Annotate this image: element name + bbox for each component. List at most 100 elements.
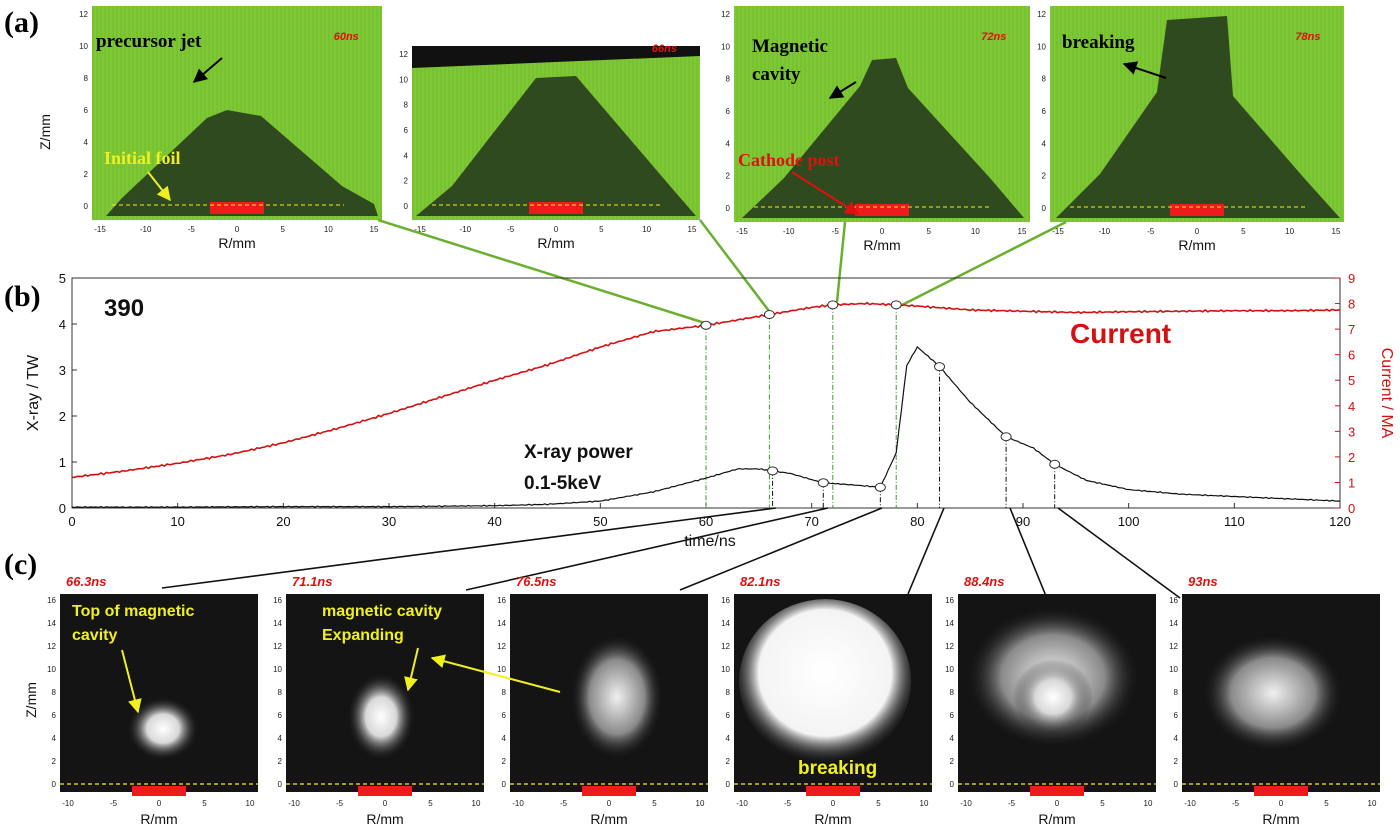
annotation-breaking-c: breaking	[798, 758, 877, 779]
cathode-post-marker	[806, 786, 860, 796]
r-tick-label: 0	[383, 799, 388, 808]
annotation-cavity: cavity	[752, 64, 801, 85]
cathode-post-marker	[529, 202, 583, 214]
z-tick-label: 16	[273, 596, 282, 605]
x-tick-label: 50	[593, 514, 607, 529]
x-tick-label: 10	[170, 514, 184, 529]
current-marker	[890, 300, 902, 310]
left-tick-label: 0	[59, 501, 66, 516]
frame-time-label: 88.4ns	[964, 574, 1004, 589]
left-tick-label: 3	[59, 363, 66, 378]
xray-emission	[570, 634, 663, 759]
right-tick-label: 3	[1348, 424, 1355, 439]
z-tick-label: 6	[278, 711, 283, 720]
left-tick-label: 1	[59, 455, 66, 470]
frame-time-label: 93ns	[1188, 574, 1218, 589]
r-tick-label: 10	[1144, 799, 1153, 808]
z-tick-label: 10	[79, 42, 88, 51]
z-tick-label: 6	[502, 711, 507, 720]
panel-c-frame-3: 76.5ns 0 2 4 6 8 10 12 14 16 -10 -5 0 5 10 R/mm	[497, 574, 708, 827]
r-axis-label: R/mm	[218, 235, 255, 251]
z-tick-label: 4	[52, 734, 57, 743]
z-tick-label: 0	[84, 202, 89, 211]
r-tick-label: 0	[157, 799, 162, 808]
r-axis-label: R/mm	[366, 811, 403, 827]
r-tick-label: -5	[188, 225, 196, 234]
z-tick-label: 12	[399, 50, 408, 59]
r-tick-label: 5	[876, 799, 881, 808]
right-tick-label: 8	[1348, 297, 1355, 312]
top-cavity-arrow	[121, 649, 142, 714]
z-tick-label: 12	[47, 642, 56, 651]
r-tick-label: 10	[472, 799, 481, 808]
z-tick-label: 0	[726, 204, 731, 213]
left-tick-label: 4	[59, 317, 66, 332]
r-tick-label: 0	[554, 225, 559, 234]
time-markers	[700, 300, 1061, 492]
xray-series-label: X-ray power	[524, 442, 633, 463]
r-tick-label: 15	[1018, 227, 1027, 236]
frame-time-label: 76.5ns	[516, 574, 556, 589]
r-tick-label: -15	[414, 225, 426, 234]
cathode-post-marker	[132, 786, 186, 796]
left-tick-label: 5	[59, 271, 66, 286]
xray-emission	[1013, 658, 1094, 735]
panel-a-frame-4: 78ns 0 2 4 6 8 10 12 -15 -10 -5 0 5 10 15 R/mm	[1037, 6, 1344, 253]
panel-c: Z/mm 66.3ns 0 2 4 6 8 10 12 14 16 -10 -5 0 5 10 R/mm 71…	[23, 574, 1380, 827]
z-tick-label: 0	[404, 202, 409, 211]
z-tick-label: 12	[945, 642, 954, 651]
r-tick-label: -10	[1184, 799, 1196, 808]
panel-c-frame-2: 71.1ns 0 2 4 6 8 10 12 14 16 -10 -5 0 5 10 R/mm	[273, 574, 484, 827]
current-marker	[827, 300, 839, 310]
z-tick-label: 12	[79, 10, 88, 19]
cathode-post-marker	[1254, 786, 1308, 796]
z-tick-label: 10	[47, 665, 56, 674]
expanding-arrow-1	[404, 647, 419, 692]
z-tick-label: 16	[721, 596, 730, 605]
panel-c-frame-6: 93ns 0 2 4 6 8 10 12 14 16 -10 -5 0 5 10 R/mm	[1169, 574, 1380, 827]
frame-time-label: 78ns	[1295, 31, 1320, 43]
cathode-post-marker	[210, 202, 264, 214]
r-tick-label: -5	[1008, 799, 1016, 808]
xray-emission	[347, 672, 416, 761]
right-tick-label: 4	[1348, 399, 1355, 414]
right-axis-ticks: 0 1 2 3 4 5 6 7 8 9	[1335, 271, 1355, 516]
panel-label-b: (b)	[4, 280, 41, 313]
xray-marker	[767, 466, 779, 476]
xray-emission	[126, 696, 199, 761]
panel-a-frame-1: 60ns 0 2 4 6 8 10 12 -15 -10 -5 0 5 10 15 R/mm	[79, 6, 382, 251]
r-tick-label: 15	[688, 225, 697, 234]
r-tick-label: -5	[110, 799, 118, 808]
marker-drop-lines	[705, 304, 1056, 508]
frame-time-label: 82.1ns	[740, 574, 780, 589]
z-tick-label: 2	[278, 757, 283, 766]
z-tick-label: 0	[278, 780, 283, 789]
r-tick-label: 10	[1368, 799, 1377, 808]
z-tick-label: 8	[84, 74, 89, 83]
r-tick-label: -10	[512, 799, 524, 808]
r-tick-label: 5	[428, 799, 433, 808]
r-tick-label: -15	[1052, 227, 1064, 236]
z-tick-label: 4	[1042, 139, 1047, 148]
r-tick-label: 5	[652, 799, 657, 808]
z-tick-label: 10	[1169, 665, 1178, 674]
left-tick-label: 2	[59, 409, 66, 424]
annotation-expanding: Expanding	[322, 627, 404, 644]
cathode-post-marker	[855, 204, 909, 216]
x-tick-label: 40	[487, 514, 501, 529]
z-tick-label: 6	[950, 711, 955, 720]
z-tick-label: 10	[721, 665, 730, 674]
z-tick-label: 12	[497, 642, 506, 651]
z-tick-label: 4	[726, 139, 731, 148]
right-tick-label: 5	[1348, 373, 1355, 388]
r-tick-label: 0	[235, 225, 240, 234]
z-tick-label: 10	[497, 665, 506, 674]
r-tick-label: -10	[1099, 227, 1111, 236]
frame-time-label: 66ns	[652, 43, 677, 55]
x-tick-label: 100	[1118, 514, 1140, 529]
z-tick-label: 8	[950, 688, 955, 697]
z-tick-label: 12	[273, 642, 282, 651]
r-tick-label: 15	[370, 225, 379, 234]
frame-time-label: 60ns	[334, 31, 359, 43]
